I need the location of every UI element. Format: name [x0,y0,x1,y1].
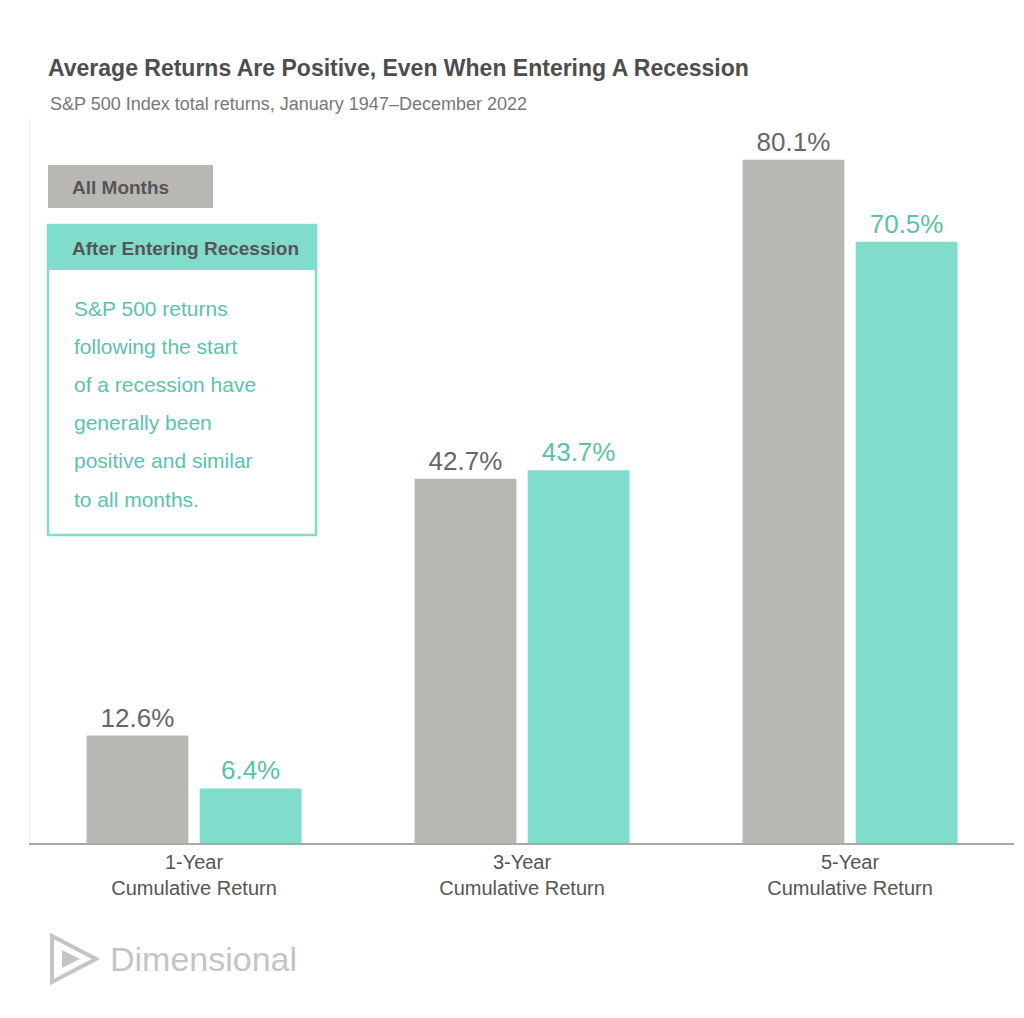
svg-text:S&P 500 Index total returns, J: S&P 500 Index total returns, January 194… [50,94,527,114]
svg-text:6.4%: 6.4% [221,755,280,785]
svg-text:of a recession have: of a recession have [74,373,256,396]
svg-text:43.7%: 43.7% [542,437,616,467]
svg-text:S&P 500 returns: S&P 500 returns [74,297,228,320]
svg-text:5-YearCumulative Return: 5-YearCumulative Return [767,851,933,899]
svg-text:to all months.: to all months. [74,488,199,511]
svg-text:following the start: following the start [74,335,238,358]
svg-text:12.6%: 12.6% [101,703,175,733]
svg-text:generally been: generally been [74,411,212,434]
svg-text:positive and similar: positive and similar [74,449,253,472]
svg-text:Dimensional: Dimensional [110,940,297,978]
svg-text:80.1%: 80.1% [757,127,831,157]
svg-text:Average Returns Are Positive,: Average Returns Are Positive, Even When … [48,55,749,81]
svg-text:All Months: All Months [72,177,169,198]
svg-text:After Entering Recession: After Entering Recession [72,238,299,259]
svg-text:70.5%: 70.5% [870,209,944,239]
svg-text:3-YearCumulative Return: 3-YearCumulative Return [439,851,605,899]
svg-text:1-YearCumulative Return: 1-YearCumulative Return [111,851,277,899]
svg-text:42.7%: 42.7% [429,446,503,476]
